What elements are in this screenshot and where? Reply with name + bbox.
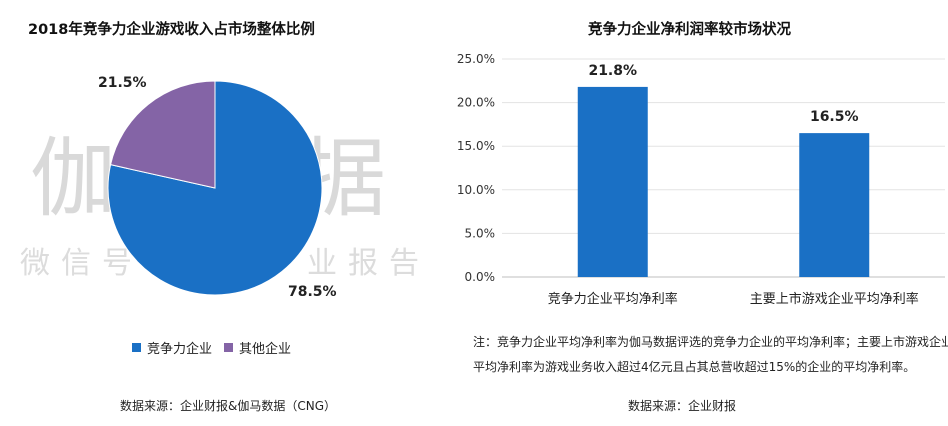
legend-swatch-competitive (132, 343, 141, 352)
legend-label-other: 其他企业 (239, 342, 292, 357)
y-tick-label: 25.0% (457, 52, 495, 66)
pie-slice-competitive (107, 80, 323, 296)
y-tick-label: 20.0% (457, 96, 495, 110)
pie-slice-other (109, 80, 216, 189)
pie-label-competitive: 78.5% (288, 284, 337, 300)
bar-chart-note: 注：竞争力企业平均净利率为伽马数据评选的竞争力企业的平均净利率；主要上市游戏企业… (473, 335, 948, 374)
bar-chart: 0.0%5.0%10.0%15.0%20.0%25.0% 21.8%16.5% … (457, 52, 945, 307)
y-tick-label: 5.0% (465, 226, 496, 240)
legend-swatch-other (224, 343, 234, 352)
bar-value-label: 21.8% (588, 63, 637, 79)
bar-source-text: 数据来源：企业财报 (628, 399, 737, 413)
y-tick-label: 15.0% (457, 139, 495, 153)
x-category-label: 主要上市游戏企业平均净利率 (750, 291, 919, 307)
pie-label-other: 21.5% (98, 75, 147, 91)
pie-legend: 竞争力企业 其他企业 (132, 338, 291, 357)
bar-value-label: 16.5% (810, 109, 859, 125)
bar-1 (799, 133, 870, 277)
x-category-label: 竞争力企业平均净利率 (548, 291, 678, 307)
pie-source-text: 数据来源：企业财报&伽马数据（CNG） (120, 399, 337, 413)
legend-label-competitive: 竞争力企业 (147, 342, 213, 357)
y-tick-label: 10.0% (457, 183, 495, 197)
pie-chart (107, 80, 323, 296)
bar-chart-title: 竞争力企业净利润率较市场状况 (588, 22, 791, 38)
pie-chart-title: 2018年竞争力企业游戏收入占市场整体比例 (28, 22, 315, 38)
y-tick-label: 0.0% (465, 270, 496, 284)
bar-0 (577, 86, 648, 278)
